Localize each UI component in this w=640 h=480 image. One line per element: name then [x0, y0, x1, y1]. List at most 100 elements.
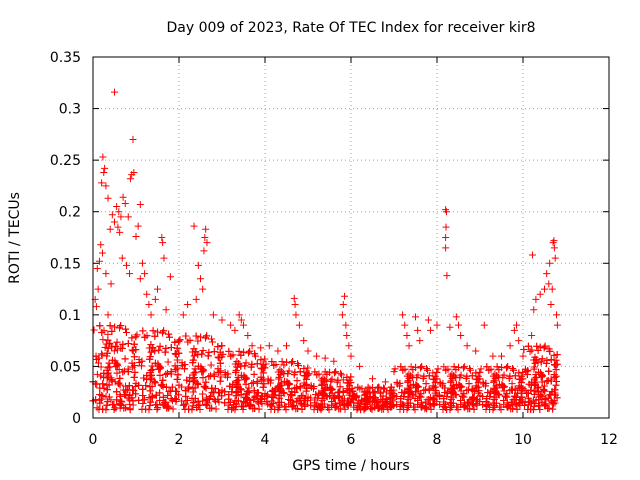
- data-point: [449, 382, 457, 390]
- data-point: [422, 403, 430, 411]
- data-point: [434, 365, 442, 373]
- data-point: [251, 393, 259, 401]
- data-point: [234, 397, 242, 405]
- data-point: [199, 285, 207, 293]
- data-point: [151, 332, 159, 340]
- data-point: [215, 368, 223, 376]
- data-point: [173, 344, 181, 352]
- data-point: [133, 331, 141, 339]
- data-point: [102, 270, 110, 278]
- axis-ticks: [92, 56, 610, 419]
- data-point: [497, 403, 505, 411]
- data-point: [546, 259, 554, 267]
- data-point: [320, 395, 328, 403]
- data-point: [219, 350, 227, 358]
- data-point: [334, 376, 342, 384]
- data-point: [212, 405, 220, 413]
- data-point: [159, 239, 167, 247]
- data-point: [433, 321, 441, 329]
- data-point: [347, 398, 355, 406]
- data-point: [480, 321, 488, 329]
- data-point: [540, 344, 548, 352]
- data-point: [295, 321, 303, 329]
- data-point: [148, 362, 156, 370]
- data-point: [217, 373, 225, 381]
- data-point: [92, 303, 100, 311]
- data-point: [124, 213, 132, 221]
- data-point: [98, 179, 106, 187]
- data-point: [304, 364, 312, 372]
- data-point: [143, 290, 151, 298]
- data-point: [492, 382, 500, 390]
- data-point: [466, 405, 474, 413]
- data-point: [103, 401, 111, 409]
- data-point: [122, 325, 130, 333]
- data-point: [300, 337, 308, 345]
- data-point: [520, 345, 528, 353]
- data-points: [89, 88, 561, 414]
- data-point: [401, 321, 409, 329]
- data-point: [442, 244, 450, 252]
- data-point: [102, 406, 110, 414]
- data-point: [156, 363, 164, 371]
- data-point: [115, 208, 123, 216]
- data-point: [433, 368, 441, 376]
- data-point: [204, 352, 212, 360]
- data-point: [433, 375, 441, 383]
- data-point: [254, 389, 262, 397]
- data-point: [371, 403, 379, 411]
- data-point: [162, 383, 170, 391]
- data-point: [98, 351, 106, 359]
- data-point: [131, 368, 139, 376]
- data-point: [247, 402, 255, 410]
- data-point: [227, 321, 235, 329]
- data-point: [190, 352, 198, 360]
- data-point: [519, 385, 527, 393]
- data-point: [293, 385, 301, 393]
- data-point: [328, 398, 336, 406]
- data-point: [413, 382, 421, 390]
- data-point: [280, 361, 288, 369]
- data-point: [116, 381, 124, 389]
- data-point: [323, 370, 331, 378]
- data-point: [446, 399, 454, 407]
- data-point: [244, 331, 252, 339]
- data-point: [430, 400, 438, 408]
- data-point: [495, 366, 503, 374]
- data-point: [489, 403, 497, 411]
- data-point: [226, 382, 234, 390]
- data-point: [135, 396, 143, 404]
- data-point: [136, 200, 144, 208]
- x-tick-label: 2: [175, 432, 184, 448]
- data-point: [117, 213, 125, 221]
- data-point: [93, 370, 101, 378]
- data-point: [197, 275, 204, 283]
- data-point: [542, 395, 550, 403]
- data-point: [146, 402, 154, 410]
- data-point: [103, 349, 111, 357]
- data-point: [259, 383, 267, 391]
- data-point: [448, 370, 456, 378]
- data-point: [490, 378, 498, 386]
- data-point: [291, 301, 299, 309]
- data-point: [214, 343, 222, 351]
- data-point: [99, 380, 107, 388]
- x-tick-label: 6: [347, 432, 356, 448]
- data-point: [452, 313, 460, 321]
- data-point: [313, 352, 321, 360]
- data-point: [145, 406, 153, 414]
- data-point: [291, 388, 299, 396]
- data-point: [552, 381, 560, 389]
- data-point: [552, 356, 560, 364]
- data-point: [541, 342, 549, 350]
- data-point: [547, 301, 555, 309]
- data-point: [121, 355, 129, 363]
- data-point: [118, 254, 126, 262]
- data-point: [97, 395, 105, 403]
- data-point: [307, 394, 315, 402]
- data-point: [96, 399, 104, 407]
- data-point: [532, 295, 540, 303]
- x-tick-labels: 0 2 4 6 8 10 12: [89, 432, 618, 448]
- data-point: [253, 378, 261, 386]
- data-point: [107, 376, 115, 384]
